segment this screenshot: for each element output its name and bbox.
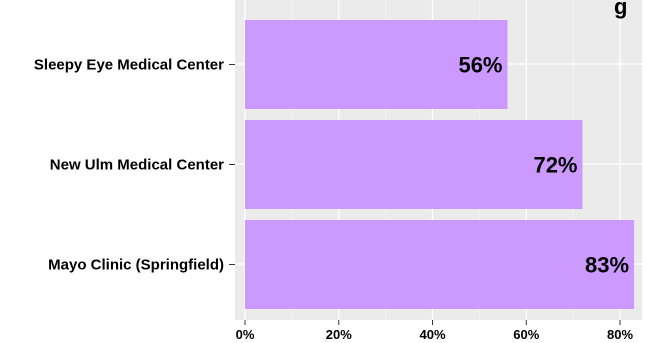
bar	[245, 120, 583, 209]
x-tick-label: 40%	[419, 327, 445, 342]
bars: 56% 72% 83%	[245, 20, 635, 309]
bar	[245, 20, 508, 109]
category-label: Sleepy Eye Medical Center	[34, 57, 224, 74]
category-label: Mayo Clinic (Springfield)	[48, 257, 224, 274]
x-tick-label: 60%	[513, 327, 539, 342]
bar-value-label: 72%	[533, 153, 577, 178]
bar-value-label: 83%	[585, 253, 629, 278]
bar	[245, 220, 635, 309]
x-tick-label: 20%	[326, 327, 352, 342]
bar-value-label: 56%	[458, 53, 502, 78]
value-axis: 0% 20% 40% 60% 80%	[236, 320, 633, 342]
category-axis: Sleepy Eye Medical Center New Ulm Medical…	[34, 57, 235, 274]
x-tick-label: 80%	[607, 327, 633, 342]
x-tick-label: 0%	[236, 327, 255, 342]
category-label: New Ulm Medical Center	[50, 157, 224, 174]
title-fragment: g	[614, 0, 627, 19]
